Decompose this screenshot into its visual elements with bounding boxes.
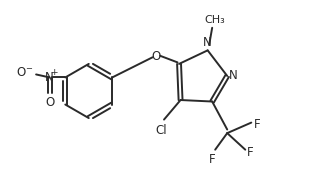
Text: N: N — [45, 71, 54, 84]
Text: N: N — [203, 36, 212, 49]
Text: O: O — [152, 50, 161, 63]
Text: +: + — [51, 67, 58, 77]
Text: O: O — [45, 96, 54, 109]
Text: F: F — [247, 146, 253, 159]
Text: $\mathregular{O^{-}}$: $\mathregular{O^{-}}$ — [16, 66, 33, 80]
Text: Cl: Cl — [155, 124, 167, 137]
Text: F: F — [209, 153, 215, 166]
Text: CH₃: CH₃ — [205, 15, 225, 25]
Text: N: N — [229, 69, 237, 83]
Text: F: F — [254, 118, 261, 131]
